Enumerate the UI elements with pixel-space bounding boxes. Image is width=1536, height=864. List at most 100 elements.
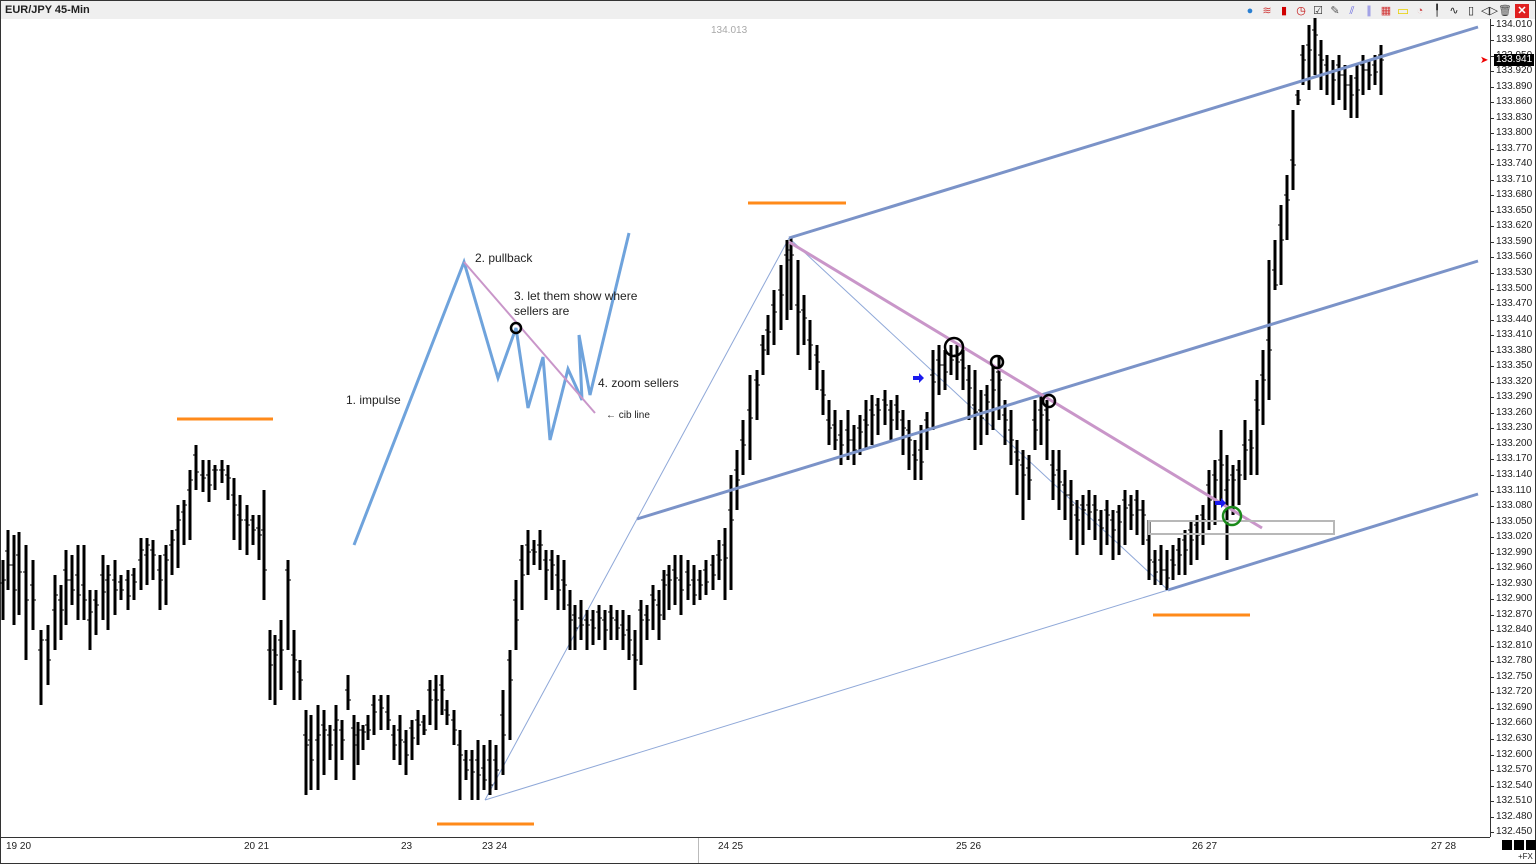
y-tick-label: 133.080 bbox=[1496, 500, 1533, 511]
y-tick-label: 133.350 bbox=[1496, 360, 1533, 371]
price-axis[interactable]: 134.010133.980133.950133.920133.890133.8… bbox=[1490, 19, 1536, 837]
last-price-arrow-icon: ➤ bbox=[1480, 55, 1489, 66]
y-tick-label: 133.920 bbox=[1496, 65, 1533, 76]
y-tick-label: 132.780 bbox=[1496, 655, 1533, 666]
channel-line bbox=[636, 259, 1479, 521]
y-tick-label: 133.290 bbox=[1496, 391, 1533, 402]
y-tick-label: 133.770 bbox=[1496, 143, 1533, 154]
y-tick-label: 132.480 bbox=[1496, 811, 1533, 822]
y-tick bbox=[1490, 692, 1494, 693]
pitchfork-icon[interactable]: ⫽ bbox=[1349, 4, 1355, 17]
y-tick-label: 133.500 bbox=[1496, 283, 1533, 294]
annotation-text: sellers are bbox=[514, 304, 570, 318]
corner-button-2[interactable] bbox=[1514, 840, 1524, 850]
y-tick-label: 133.860 bbox=[1496, 96, 1533, 107]
corner-button-3[interactable] bbox=[1526, 840, 1536, 850]
y-tick-label: 132.990 bbox=[1496, 547, 1533, 558]
y-tick bbox=[1490, 537, 1494, 538]
objects-icon[interactable]: ● bbox=[1246, 4, 1254, 17]
pencil-icon[interactable]: ✎ bbox=[1330, 4, 1340, 17]
y-tick bbox=[1490, 273, 1494, 274]
grid-icon[interactable]: ▦ bbox=[1380, 4, 1392, 17]
y-tick-label: 132.570 bbox=[1496, 764, 1533, 775]
y-tick bbox=[1490, 382, 1494, 383]
y-tick bbox=[1490, 739, 1494, 740]
y-tick-label: 132.540 bbox=[1496, 780, 1533, 791]
y-tick-label: 132.450 bbox=[1496, 826, 1533, 837]
y-tick-label: 132.810 bbox=[1496, 640, 1533, 651]
y-tick-label: 133.050 bbox=[1496, 516, 1533, 527]
y-tick bbox=[1490, 71, 1494, 72]
x-tick-label: 27 28 bbox=[1431, 841, 1457, 852]
y-tick bbox=[1490, 413, 1494, 414]
price-chart-area[interactable] bbox=[0, 0, 1490, 837]
y-tick-label: 133.740 bbox=[1496, 158, 1533, 169]
trash-icon[interactable]: 🗑 bbox=[1498, 4, 1512, 17]
candle-icon[interactable]: ▮ bbox=[1280, 4, 1288, 17]
annotation-text: 3. let them show where bbox=[514, 289, 638, 303]
y-tick bbox=[1490, 708, 1494, 709]
y-tick-label: 132.750 bbox=[1496, 671, 1533, 682]
y-tick bbox=[1490, 444, 1494, 445]
y-tick-label: 133.380 bbox=[1496, 345, 1533, 356]
y-tick bbox=[1490, 242, 1494, 243]
y-tick-label: 133.890 bbox=[1496, 81, 1533, 92]
y-tick bbox=[1490, 257, 1494, 258]
y-tick-label: 132.660 bbox=[1496, 717, 1533, 728]
cib-line-label: ← cib line bbox=[606, 410, 650, 421]
y-tick-label: 133.830 bbox=[1496, 112, 1533, 123]
fx-label: +FX bbox=[1518, 852, 1533, 861]
y-tick bbox=[1490, 164, 1494, 165]
corner-button-1[interactable] bbox=[1502, 840, 1512, 850]
y-tick-label: 132.960 bbox=[1496, 562, 1533, 573]
y-tick bbox=[1490, 786, 1494, 787]
rectangle-icon[interactable]: ▭ bbox=[1396, 2, 1410, 18]
clock-icon[interactable]: ◷ bbox=[1296, 4, 1306, 17]
time-axis[interactable]: 19 20 20 21 23 23 24 24 25 25 26 26 27 27 28 bbox=[1, 837, 1490, 863]
waves-icon[interactable]: ≋ bbox=[1262, 4, 1272, 17]
cib-trend-line bbox=[788, 240, 1263, 530]
y-tick bbox=[1490, 180, 1494, 181]
close-icon[interactable]: ✕ bbox=[1515, 3, 1529, 18]
y-tick-label: 133.800 bbox=[1496, 127, 1533, 138]
last-price-badge: 133.941 bbox=[1494, 54, 1535, 66]
blue-arrow-icon bbox=[1215, 498, 1226, 508]
y-tick-label: 133.110 bbox=[1496, 485, 1532, 496]
tick-icon[interactable]: ╿ bbox=[1433, 4, 1441, 17]
y-tick bbox=[1490, 133, 1494, 134]
y-tick bbox=[1490, 335, 1494, 336]
marker-circle bbox=[1041, 393, 1057, 409]
y-tick-label: 133.680 bbox=[1496, 189, 1533, 200]
y-tick bbox=[1490, 195, 1494, 196]
y-tick-label: 133.170 bbox=[1496, 453, 1533, 464]
arc-icon[interactable]: ◔ bbox=[1416, 4, 1424, 17]
checklist-icon[interactable]: ☑ bbox=[1313, 4, 1323, 17]
y-tick bbox=[1490, 211, 1494, 212]
x-tick-label: 25 26 bbox=[956, 841, 982, 852]
y-tick bbox=[1490, 304, 1494, 305]
x-tick-label: 24 25 bbox=[718, 841, 744, 852]
y-tick-label: 132.900 bbox=[1496, 593, 1533, 604]
parallel-lines-icon[interactable]: ∥ bbox=[1366, 4, 1372, 17]
y-tick bbox=[1490, 817, 1494, 818]
marker-circle bbox=[943, 336, 965, 358]
y-tick bbox=[1490, 25, 1494, 26]
y-tick bbox=[1490, 289, 1494, 290]
y-tick-label: 133.590 bbox=[1496, 236, 1533, 247]
y-tick-label: 133.710 bbox=[1496, 174, 1533, 185]
y-tick-label: 132.930 bbox=[1496, 578, 1533, 589]
y-tick-label: 133.260 bbox=[1496, 407, 1533, 418]
y-tick bbox=[1490, 226, 1494, 227]
drawing-toolbar: ● ≋ ▮ ◷ ☑ ✎ ⫽ ∥ ▦ ▭ ◔ ╿ ∿ ▯ ◁▷ 🗑 ✕ bbox=[1243, 2, 1529, 19]
bar-icon[interactable]: ▯ bbox=[1467, 4, 1475, 17]
y-tick-label: 132.600 bbox=[1496, 749, 1533, 760]
marker-circle bbox=[1221, 505, 1243, 527]
polyline-icon[interactable]: ∿ bbox=[1449, 4, 1459, 17]
y-tick bbox=[1490, 770, 1494, 771]
y-tick-label: 133.560 bbox=[1496, 251, 1533, 262]
x-tick-label: 19 20 bbox=[6, 841, 32, 852]
expand-icon[interactable]: ◁▷ bbox=[1481, 4, 1498, 17]
y-tick-label: 132.870 bbox=[1496, 609, 1533, 620]
y-tick bbox=[1490, 755, 1494, 756]
y-tick-label: 133.470 bbox=[1496, 298, 1533, 309]
